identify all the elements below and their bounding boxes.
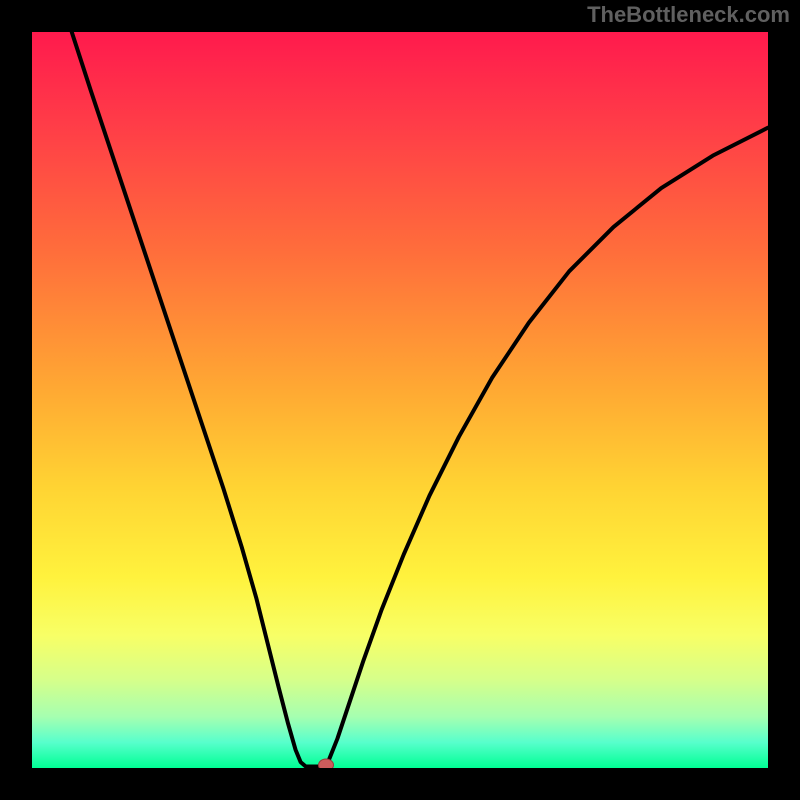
chart-frame: TheBottleneck.com [0,0,800,800]
bottleneck-curve [32,32,768,768]
watermark-text: TheBottleneck.com [587,2,790,28]
plot-area [32,32,768,768]
optimal-point-marker [318,759,334,772]
